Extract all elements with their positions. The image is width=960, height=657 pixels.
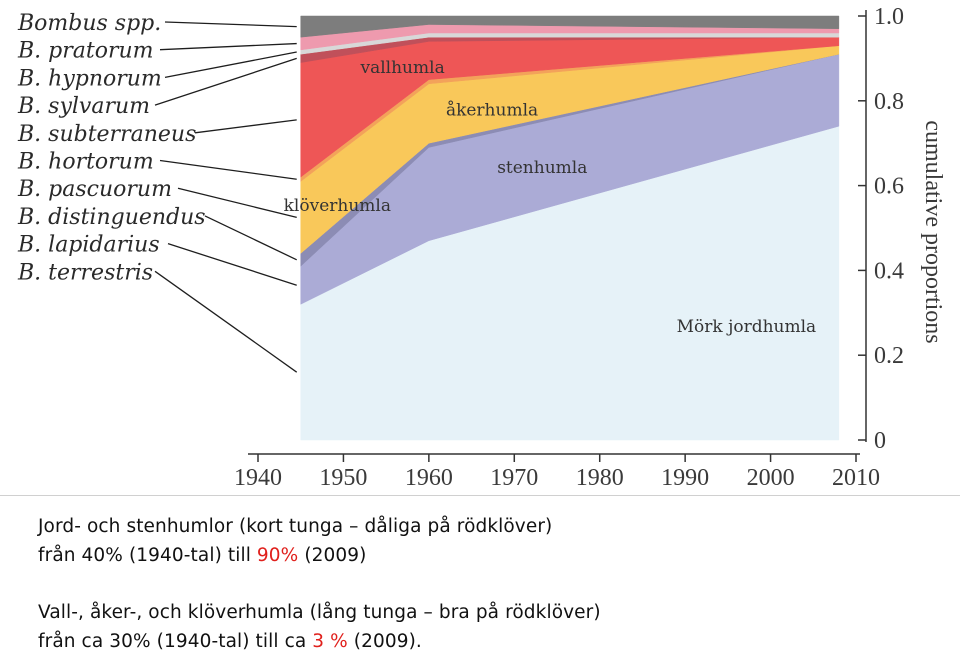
annotation-kl-verhumla: klöverhumla	[284, 196, 391, 216]
y-tick-label: 1.0	[874, 4, 904, 30]
legend-b-pascuorum: B. pascuorum	[17, 177, 172, 202]
x-axis: 1940 1950 1960 1970 1980 1990 2000 2010	[234, 453, 880, 491]
x-tick-label: 1970	[490, 465, 538, 491]
caption-2-highlight: 3 %	[312, 631, 348, 652]
y-tick-label: 0.4	[874, 258, 904, 284]
legend-b-hypnorum: B. hypnorum	[17, 66, 162, 91]
y-tick-label: 0.6	[874, 174, 904, 200]
caption-2-line-2: från ca 30% (1940-tal) till ca 3 % (2009…	[38, 631, 422, 652]
x-tick-label: 2010	[832, 465, 880, 491]
x-tick-label: 1980	[576, 465, 624, 491]
leader-b-pratorum	[159, 42, 297, 51]
caption-1-text-b: (2009)	[298, 545, 367, 566]
caption-1-highlight: 90%	[256, 545, 299, 566]
chart-panel: vallhumla åkerhumla stenhumla klöverhumla Mö…	[0, 4, 960, 496]
legend-b-subterraneus: B. subterraneus	[17, 122, 196, 147]
x-tick-label: 1990	[661, 465, 709, 491]
annotation-vallhumla: vallhumla	[360, 58, 445, 78]
bumblebee-area-chart: vallhumla åkerhumla stenhumla klöverhumla Mö…	[17, 4, 946, 491]
caption-1-line-1: Jord- och stenhumlor (kort tunga – dålig…	[38, 516, 552, 537]
leader-b-terrestris	[154, 270, 298, 373]
y-axis: 0 0.2 0.4 0.6 0.8 1.0	[858, 4, 904, 454]
legend-b-pratorum: B. pratorum	[17, 39, 154, 64]
caption-1-line-1-text: Jord- och stenhumlor (kort tunga – dålig…	[38, 516, 553, 537]
annotation-kerhumla: åkerhumla	[446, 101, 538, 121]
legend-b-hortorum: B. hortorum	[17, 150, 154, 175]
leader-b-lapidarius	[167, 242, 297, 286]
leader-b-hypnorum	[164, 51, 297, 79]
x-tick-label: 1960	[405, 465, 453, 491]
area-bombus-spp	[300, 15, 840, 38]
y-tick-label: 0.2	[874, 343, 904, 369]
x-tick-label: 2000	[747, 465, 795, 491]
leader-bombus-spp	[164, 21, 297, 28]
caption-2-text-b: (2009).	[347, 631, 422, 652]
caption-2-line-1: Vall-, åker-, och klöverhumla (lång tung…	[38, 602, 601, 623]
legend-b-lapidarius: B. lapidarius	[17, 233, 160, 258]
caption-2-text-a: från ca 30% (1940-tal) till ca	[38, 631, 313, 652]
annotations-layer: vallhumla åkerhumla stenhumla klöverhumla Mö…	[284, 58, 817, 337]
legend-b-distinguendus: B. distinguendus	[17, 205, 206, 230]
leader-b-pascuorum	[177, 187, 297, 219]
x-tick-label: 1940	[234, 465, 282, 491]
y-tick-label: 0	[874, 428, 886, 454]
x-tick-label: 1950	[319, 465, 367, 491]
caption-1-line-2: från 40% (1940-tal) till 90% (2009)	[38, 545, 366, 566]
leader-b-distinguendus	[204, 215, 297, 261]
leader-b-subterraneus	[194, 119, 297, 134]
caption-2-line-1-text: Vall-, åker-, och klöverhumla (lång tung…	[38, 602, 601, 623]
caption-1-text-a: från 40% (1940-tal) till	[38, 545, 257, 566]
y-axis-label: cumulative proportions	[920, 120, 946, 343]
annotation-m-rk-jordhumla: Mörk jordhumla	[677, 317, 817, 337]
legend-b-terrestris: B. terrestris	[17, 260, 153, 285]
areas-layer	[300, 15, 840, 441]
annotation-stenhumla: stenhumla	[497, 158, 587, 178]
y-tick-label: 0.8	[874, 89, 904, 115]
leader-b-sylvarum	[154, 57, 297, 106]
legend-bombus-spp: Bombus spp.	[17, 11, 161, 36]
leader-b-hortorum	[159, 159, 297, 180]
legend-b-sylvarum: B. sylvarum	[17, 94, 150, 119]
legend-leader-lines	[154, 21, 298, 373]
